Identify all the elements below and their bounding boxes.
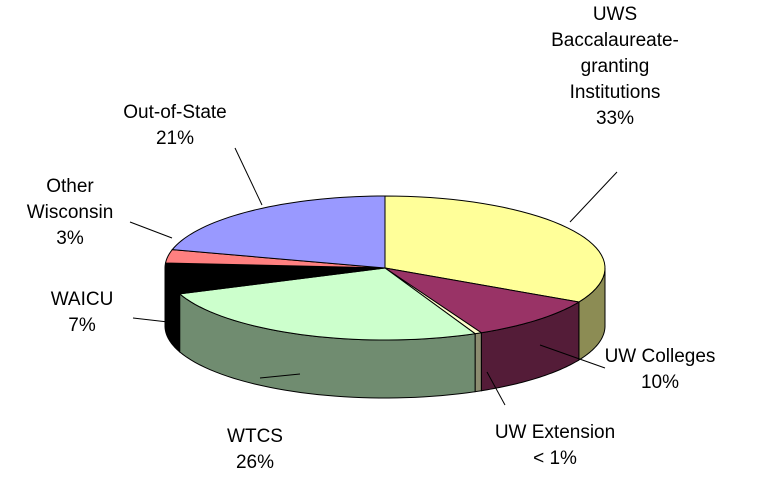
pie-slice [384, 195, 606, 303]
slice-value: < 1% [533, 448, 577, 469]
slice-name: UW Colleges [604, 346, 716, 367]
slice-name: UWS Baccalaureate-granting Institutions [551, 4, 679, 103]
leader-line [234, 147, 263, 206]
leader-line [486, 371, 506, 406]
slice-value: 10% [640, 372, 680, 393]
slice-value: 26% [235, 452, 275, 473]
slice-value: 33% [595, 108, 635, 129]
slice-name: Out-of-State [123, 102, 227, 123]
slice-label: WTCS 26% [215, 424, 295, 476]
leader-line [132, 317, 169, 323]
slice-name: WAICU [50, 289, 114, 310]
slice-name: UW Extension [494, 422, 616, 443]
slice-label: WAICU 7% [42, 287, 122, 339]
slice-value: 3% [56, 228, 84, 249]
leader-line [569, 171, 618, 223]
pie-slice [164, 262, 386, 295]
pie-slice-side [474, 332, 482, 393]
slice-value: 21% [155, 128, 195, 149]
slice-label: UWS Baccalaureate-granting Institutions 3… [540, 2, 690, 132]
slice-label: Other Wisconsin 3% [15, 174, 125, 252]
pie-slice [384, 267, 581, 334]
slice-value: 7% [68, 315, 96, 336]
slice-label: UW Colleges 10% [600, 344, 720, 396]
slice-label: Out-of-State 21% [105, 100, 245, 152]
leader-line [259, 373, 301, 379]
pie-slice [171, 195, 386, 269]
slice-name: WTCS [227, 426, 283, 447]
pie-slice [178, 267, 477, 341]
pie-slice [384, 267, 483, 335]
leader-line [539, 344, 606, 369]
leader-line [129, 221, 173, 239]
slice-label: UW Extension < 1% [485, 420, 625, 472]
slice-name: Other Wisconsin [26, 176, 114, 223]
